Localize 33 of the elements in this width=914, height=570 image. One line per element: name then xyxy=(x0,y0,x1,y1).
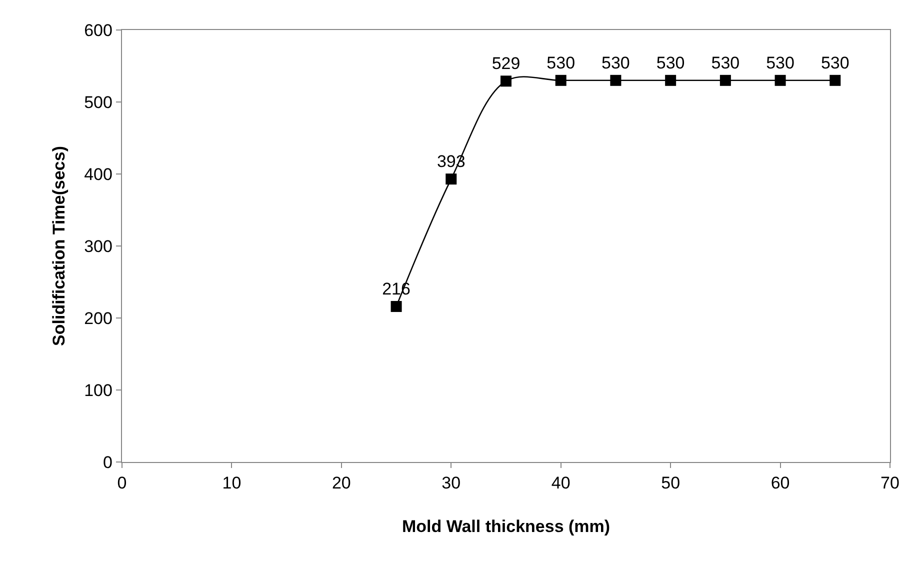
data-label: 530 xyxy=(656,53,685,72)
point xyxy=(774,74,786,86)
data-label: 530 xyxy=(711,53,740,72)
x-tick-label: 70 xyxy=(880,474,900,493)
y-tick-label: 200 xyxy=(84,308,112,328)
y-tick-label: 100 xyxy=(84,380,112,400)
point xyxy=(720,74,731,86)
data-label: 530 xyxy=(766,53,794,72)
point xyxy=(555,74,566,86)
y-tick-label: 0 xyxy=(102,452,112,472)
data-label: 530 xyxy=(602,53,630,72)
point xyxy=(830,74,841,86)
data-label: 530 xyxy=(546,53,576,72)
y-tick-label: 500 xyxy=(84,92,112,112)
point xyxy=(665,74,676,86)
y-tick-label: 600 xyxy=(84,20,112,40)
x-axis-title: Mold Wall thickness (mm) xyxy=(402,516,610,536)
y-axis-title: Solidification Time(secs) xyxy=(50,146,69,346)
y-tick-label: 400 xyxy=(84,164,112,184)
x-tick-label: 30 xyxy=(442,474,461,493)
x-tick-label: 0 xyxy=(117,474,127,493)
data-label: 529 xyxy=(492,54,520,73)
x-tick-label: 20 xyxy=(332,474,351,493)
point xyxy=(390,300,402,312)
x-tick-label: 10 xyxy=(222,474,242,493)
x-tick-label: 50 xyxy=(661,474,680,493)
data-label: 530 xyxy=(820,53,850,72)
x-tick-label: 60 xyxy=(770,474,790,493)
point xyxy=(446,174,457,185)
point xyxy=(610,74,622,86)
y-tick-label: 300 xyxy=(84,236,112,256)
x-tick-label: 40 xyxy=(551,474,570,493)
point xyxy=(500,76,512,87)
